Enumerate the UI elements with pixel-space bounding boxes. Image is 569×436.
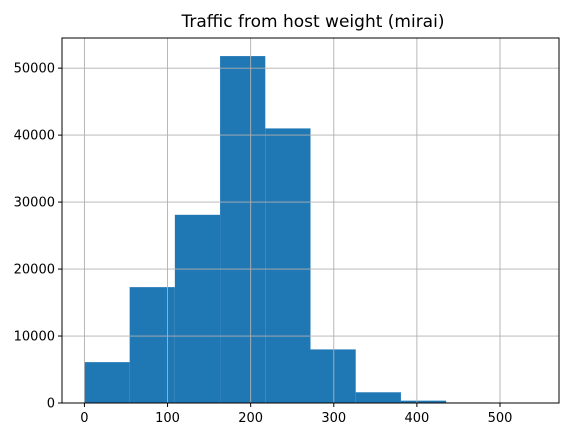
x-tick-label: 500 (488, 411, 513, 426)
histogram-bar (355, 392, 401, 403)
y-tick-label: 50000 (14, 62, 55, 77)
y-tick-label: 20000 (14, 263, 55, 278)
histogram-bar (310, 349, 356, 403)
histogram-bar (400, 400, 447, 403)
x-tick-label: 400 (404, 411, 429, 426)
x-tick-label: 0 (80, 411, 88, 426)
y-tick-label: 0 (47, 397, 55, 412)
y-tick-label: 10000 (14, 330, 55, 345)
y-tick-label: 40000 (14, 129, 55, 144)
axes (58, 37, 560, 407)
grid-lines (62, 38, 559, 404)
histogram-bar (174, 214, 221, 403)
x-tick-label: 100 (155, 411, 180, 426)
histogram-bar (220, 56, 266, 403)
x-tick-label: 300 (321, 411, 346, 426)
y-tick-label: 30000 (14, 196, 55, 211)
histogram-bar (129, 287, 175, 403)
tick-labels: 0 100 200 300 400 500 0 10000 20000 30000 40000 500… (14, 62, 513, 426)
chart-title: Traffic from host weight (mirai) (181, 12, 445, 32)
x-tick-label: 200 (238, 411, 263, 426)
histogram-bar (84, 362, 130, 403)
plot-frame (61, 37, 560, 404)
histogram-bars (84, 56, 537, 403)
histogram-bar (265, 128, 311, 403)
